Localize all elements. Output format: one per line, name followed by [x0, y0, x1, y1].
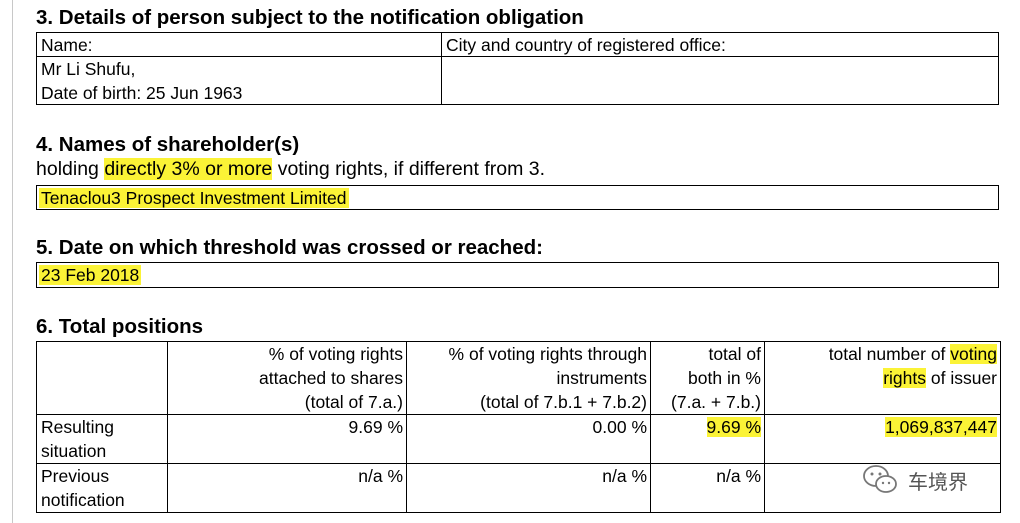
threshold-date-box: 23 Feb 2018	[36, 262, 999, 288]
section6-heading: 6. Total positions	[36, 315, 204, 338]
previous-total-value: n/a %	[650, 463, 765, 513]
resulting-instruments-value: 0.00 %	[406, 414, 651, 464]
date-of-birth: Date of birth: 25 Jun 1963	[41, 83, 243, 103]
previous-voting-rights-value	[764, 463, 1001, 513]
threshold-date: 23 Feb 2018	[39, 265, 142, 285]
name-label: Name:	[41, 35, 93, 55]
page-left-rule	[12, 0, 13, 523]
shareholder-box: Tenaclou3 Prospect Investment Limited	[36, 185, 999, 210]
header-total-both: total of both in % (7.a. + 7.b.)	[650, 341, 765, 415]
header-total-voting-rights: total number of voting rights of issuer	[764, 341, 1001, 415]
table-row: Previous notification n/a % n/a % n/a %	[36, 463, 1001, 513]
shareholder-name: Tenaclou3 Prospect Investment Limited	[39, 186, 350, 210]
row-label: Resulting situation	[36, 414, 168, 464]
section5-heading: 5. Date on which threshold was crossed o…	[36, 236, 543, 259]
total-positions-table: % of voting rights attached to shares (tot…	[36, 341, 1001, 513]
section3-box: Name: Mr Li Shufu, Date of birth: 25 Jun…	[36, 32, 999, 105]
watermark-text: 车境界	[908, 471, 968, 494]
watermark: 车境界	[862, 464, 968, 496]
header-voting-rights-instruments: % of voting rights through instruments (to…	[406, 341, 651, 415]
section4-heading: 4. Names of shareholder(s)	[36, 133, 300, 156]
resulting-shares-value: 9.69 %	[167, 414, 407, 464]
resulting-voting-rights-value: 1,069,837,447	[764, 414, 1001, 464]
section3-heading: 3. Details of person subject to the noti…	[36, 6, 584, 29]
resulting-total-value: 9.69 %	[650, 414, 765, 464]
name-value: Mr Li Shufu,	[41, 59, 136, 79]
row-label: Previous notification	[36, 463, 168, 513]
section4-subheading: holding directly 3% or more voting right…	[36, 158, 546, 180]
previous-instruments-value: n/a %	[406, 463, 651, 513]
table-header-row: % of voting rights attached to shares (tot…	[36, 341, 1001, 415]
previous-shares-value: n/a %	[167, 463, 407, 513]
header-voting-rights-shares: % of voting rights attached to shares (tot…	[167, 341, 407, 415]
city-label: City and country of registered office:	[446, 35, 726, 55]
wechat-icon	[863, 465, 897, 493]
table-row: Resulting situation 9.69 % 0.00 % 9.69 % …	[36, 414, 1001, 464]
header-empty-cell	[36, 341, 168, 415]
